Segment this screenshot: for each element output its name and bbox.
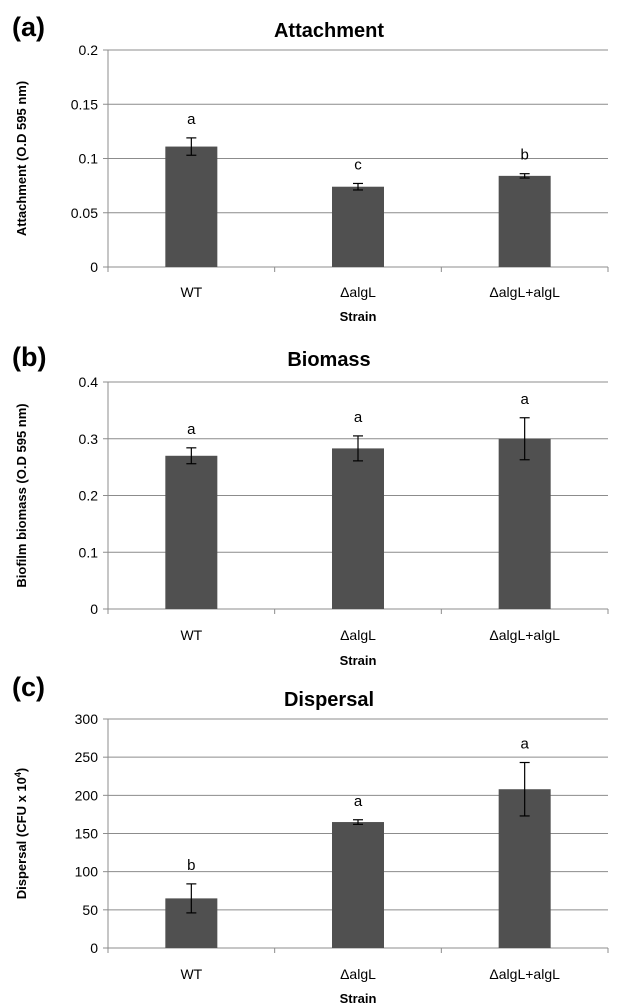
y-tick-label: 0.4 [79, 374, 99, 390]
y-tick-label: 0 [90, 259, 98, 275]
chart-panel-2: (b) Biomass 0 0.1 0.2 0.3 0.4 a WT a ΔalgL a ΔalgL+a… [12, 342, 609, 668]
x-axis-title: Strain [340, 309, 377, 324]
category-label: ΔalgL+algL [489, 284, 560, 300]
y-tick-label: 0.2 [79, 488, 99, 504]
y-axis-title: Dispersal (CFU x 104) [13, 768, 29, 899]
y-tick-label: 200 [75, 787, 99, 803]
x-axis-title: Strain [340, 653, 377, 668]
significance-letter: a [520, 391, 529, 408]
y-tick-label: 0.1 [79, 151, 99, 167]
y-tick-label: 0 [90, 601, 98, 617]
category-label: ΔalgL+algL [489, 966, 560, 982]
y-tick-label: 300 [75, 711, 99, 727]
significance-letter: a [354, 793, 363, 810]
significance-letter: a [354, 409, 363, 426]
panel-label: (b) [12, 342, 46, 372]
y-tick-label: 100 [75, 864, 99, 880]
y-axis-title: Biofilm biomass (O.D 595 nm) [14, 403, 29, 587]
significance-letter: a [187, 421, 196, 438]
y-tick-label: 0.3 [79, 431, 99, 447]
chart-title: Biomass [287, 349, 370, 371]
bar [498, 438, 551, 609]
y-tick-label: 150 [75, 826, 99, 842]
bar [498, 175, 551, 267]
chart-panel-1: (a) Attachment 0 0.05 0.1 0.15 0.2 a WT c ΔalgL b Δa… [12, 12, 609, 324]
category-label: ΔalgL [340, 966, 376, 982]
y-tick-label: 50 [82, 902, 98, 918]
bar [332, 448, 384, 609]
bar [332, 186, 384, 267]
y-tick-label: 250 [75, 749, 99, 765]
significance-letter: b [187, 857, 195, 874]
bar [165, 455, 218, 609]
significance-letter: a [520, 736, 529, 753]
category-label: WT [180, 284, 202, 300]
significance-letter: b [520, 147, 528, 164]
significance-letter: a [187, 111, 196, 128]
y-tick-label: 0.1 [79, 544, 99, 560]
chart-panel-3: (c) Dispersal 0 50 100 150 200 250 300 b WT a ΔalgL a… [12, 672, 609, 1006]
significance-letter: c [354, 156, 362, 173]
x-axis-title: Strain [340, 991, 377, 1006]
chart-title: Dispersal [284, 689, 374, 711]
y-axis-title: Attachment (O.D 595 nm) [14, 81, 29, 236]
panel-label: (a) [12, 12, 45, 42]
bar [165, 146, 218, 267]
chart-title: Attachment [274, 20, 384, 42]
y-tick-label: 0.15 [71, 96, 98, 112]
category-label: WT [180, 966, 202, 982]
panel-label: (c) [12, 672, 45, 702]
y-tick-label: 0.05 [71, 205, 98, 221]
y-tick-label: 0 [90, 940, 98, 956]
category-label: ΔalgL [340, 627, 376, 643]
bar [332, 822, 384, 948]
category-label: ΔalgL+algL [489, 627, 560, 643]
y-tick-label: 0.2 [79, 42, 99, 58]
category-label: ΔalgL [340, 284, 376, 300]
category-label: WT [180, 627, 202, 643]
